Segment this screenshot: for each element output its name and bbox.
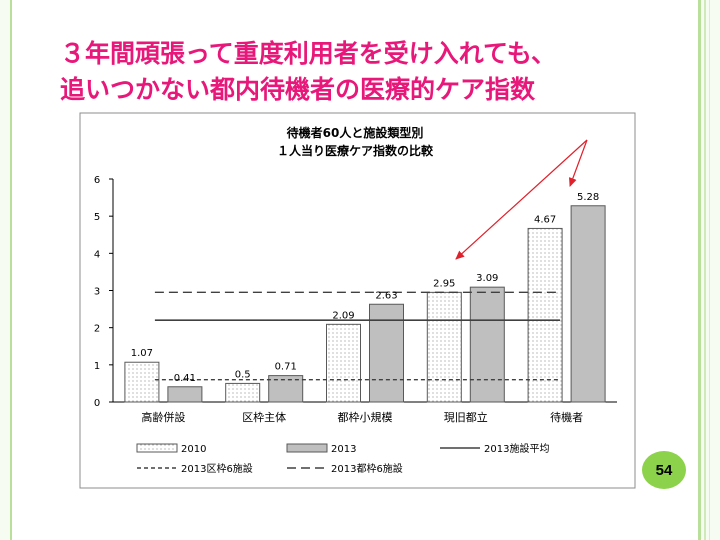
legend-label-towaku: 2013都枠6施設: [331, 462, 403, 475]
bar-2010-3: [326, 323, 361, 403]
bar-2013-3: [369, 303, 404, 403]
left-frame-decoration: [0, 0, 12, 540]
annotation-arrow-to-taikisha: [569, 139, 588, 187]
legend-swatch-2010: [136, 443, 178, 453]
x-category-label: 高齢併設: [141, 410, 185, 424]
data-label-2013-1: 0.41: [174, 373, 196, 384]
x-category-label: 都枠小規模: [338, 410, 393, 424]
y-tick-label: 2: [94, 324, 100, 335]
y-tick-label: 1: [94, 361, 100, 372]
y-tick-label: 4: [94, 249, 100, 260]
annotation-arrow-to-genkyu-toritsu: [455, 139, 588, 260]
data-label-2013-3: 2.63: [375, 290, 397, 301]
data-label-2013-2: 0.71: [275, 362, 297, 373]
slide-title-line2: 追いつかない都内待機者の医療的ケア指数: [60, 75, 536, 104]
chart-title-line1: 待機者60人と施設類型別: [287, 125, 424, 140]
y-tick-label: 5: [94, 212, 100, 223]
bar-2013-4: [469, 286, 505, 403]
bar-2010-2: [225, 382, 261, 403]
chart-title-line2: １人当り医療ケア指数の比較: [277, 143, 434, 158]
legend-label-kuwaku: 2013区枠6施設: [181, 462, 253, 475]
data-label-2010-2: 0.5: [235, 369, 251, 380]
data-label-2013-5: 5.28: [577, 192, 599, 203]
page-number-badge: 54: [642, 451, 686, 489]
legend-label-2013: 2013: [331, 444, 356, 455]
right-frame-decoration: [698, 0, 720, 540]
data-label-2010-4: 2.95: [433, 278, 455, 289]
legend-label-2010: 2010: [181, 444, 206, 455]
x-category-label: 待機者: [550, 410, 583, 424]
legend-swatch-2013: [286, 443, 328, 453]
data-label-2013-4: 3.09: [476, 273, 498, 284]
x-category-label: 現旧都立: [444, 410, 488, 424]
slide-title: ３年間頑張って重度利用者を受け入れても、 追いつかない都内待機者の医療的ケア指数: [60, 36, 660, 108]
data-label-2010-1: 1.07: [131, 348, 153, 359]
bar-2010-1: [124, 361, 160, 403]
bar-2013-1: [167, 386, 203, 403]
page-number: 54: [655, 461, 673, 479]
slide-title-line1: ３年間頑張って重度利用者を受け入れても、: [60, 39, 557, 68]
data-label-2010-3: 2.09: [332, 310, 354, 321]
y-tick-label: 6: [94, 175, 100, 186]
x-category-label: 区枠主体: [242, 410, 286, 424]
y-tick-label: 3: [94, 287, 100, 298]
data-label-2010-5: 4.67: [534, 214, 556, 225]
bar-2013-5: [570, 205, 606, 403]
y-tick-label: 0: [94, 398, 100, 409]
legend-label-avg: 2013施設平均: [484, 442, 549, 455]
bar-2010-4: [426, 291, 462, 403]
bar-2010-5: [527, 227, 563, 403]
